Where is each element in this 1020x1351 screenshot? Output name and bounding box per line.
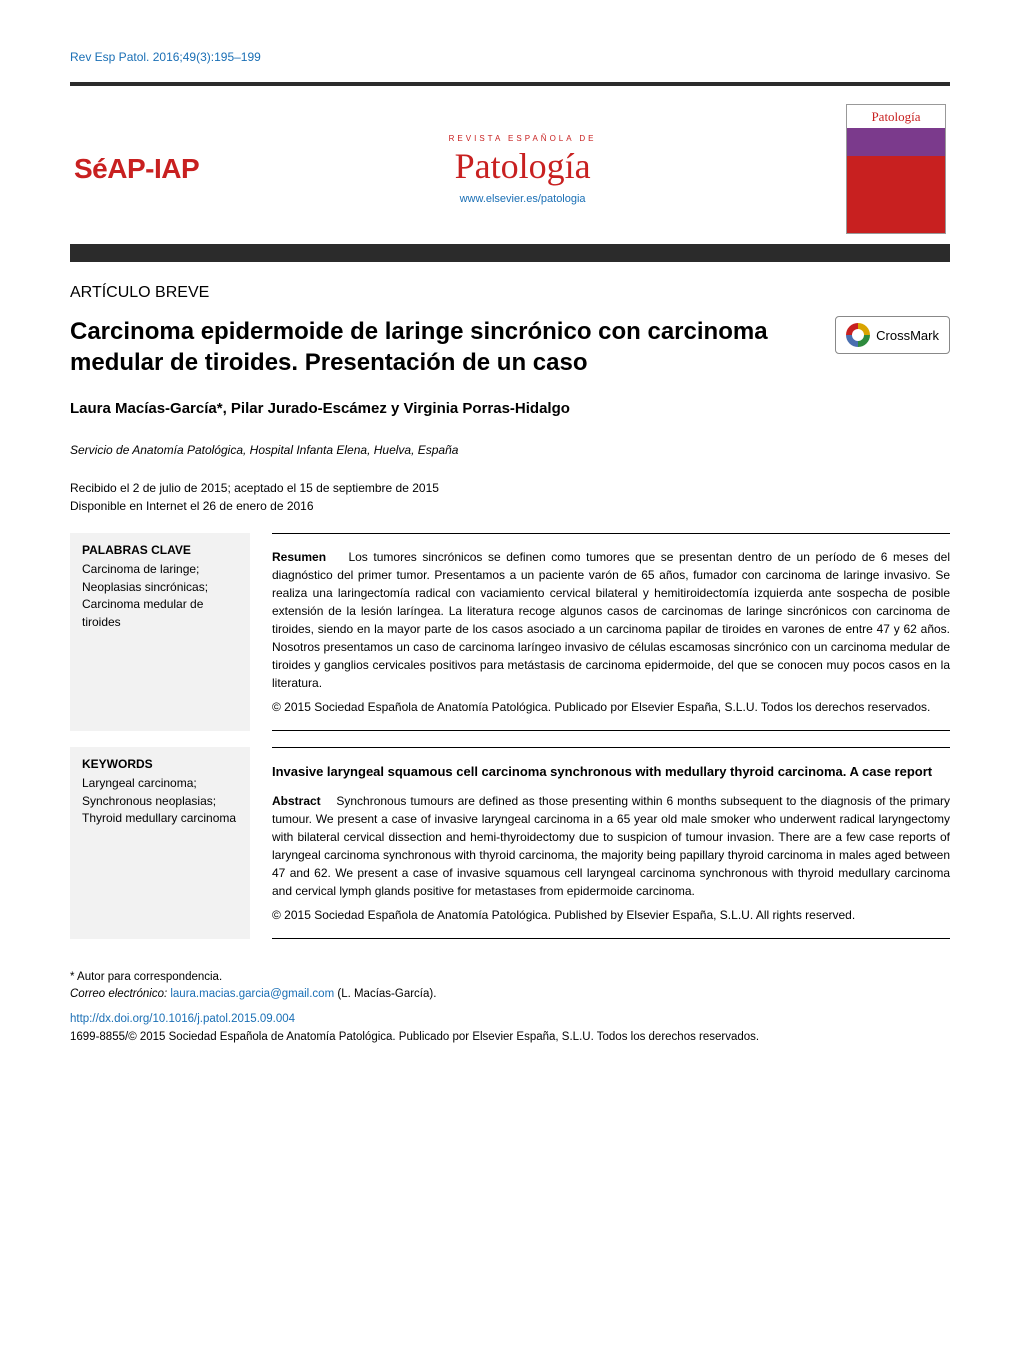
online-date: Disponible en Internet el 26 de enero de… [70, 497, 950, 515]
received-accepted: Recibido el 2 de julio de 2015; aceptado… [70, 479, 950, 497]
palabras-clave-box: PALABRAS CLAVE Carcinoma de laringe; Neo… [70, 533, 250, 731]
citation-journal: Rev Esp Patol. [70, 50, 149, 64]
resumen-text: Los tumores sincrónicos se definen como … [272, 550, 950, 690]
citation-line: Rev Esp Patol. 2016;49(3):195–199 [70, 50, 950, 64]
authors: Laura Macías-García*, Pilar Jurado-Escám… [70, 400, 950, 417]
abstract-label: Abstract [272, 794, 321, 808]
journal-header: SéAP-IAP REVISTA ESPAÑOLA DE Patología w… [70, 82, 950, 262]
footnotes: * Autor para correspondencia. Correo ele… [70, 969, 950, 1046]
affiliation: Servicio de Anatomía Patológica, Hospita… [70, 443, 950, 457]
corresponding-author-note: * Autor para correspondencia. [70, 969, 950, 986]
article-title: Carcinoma epidermoide de laringe sincrón… [70, 316, 815, 378]
abstract-en-block: Invasive laryngeal squamous cell carcino… [272, 747, 950, 939]
society-logo: SéAP-IAP [70, 153, 199, 185]
corresponding-email-line: Correo electrónico: laura.macias.garcia@… [70, 986, 950, 1003]
journal-title: Patología [199, 145, 846, 187]
resumen-block: Resumen Los tumores sincrónicos se defin… [272, 533, 950, 731]
abstract-en-title: Invasive laryngeal squamous cell carcino… [272, 762, 950, 782]
journal-cover-thumbnail [846, 104, 946, 234]
resumen-label: Resumen [272, 550, 326, 564]
article-dates: Recibido el 2 de julio de 2015; aceptado… [70, 479, 950, 515]
keywords-list: Laryngeal carcinoma; Synchronous neoplas… [82, 775, 238, 827]
crossmark-label: CrossMark [876, 328, 939, 343]
crossmark-icon [846, 323, 870, 347]
abstract-en-text: Synchronous tumours are defined as those… [272, 794, 950, 898]
palabras-clave-heading: PALABRAS CLAVE [82, 543, 238, 557]
doi-link[interactable]: http://dx.doi.org/10.1016/j.patol.2015.0… [70, 1011, 950, 1028]
article-type: ARTÍCULO BREVE [70, 284, 950, 302]
abstract-en-copyright: © 2015 Sociedad Española de Anatomía Pat… [272, 906, 950, 924]
email-suffix: (L. Macías-García). [337, 988, 436, 1000]
crossmark-badge[interactable]: CrossMark [835, 316, 950, 354]
journal-center: REVISTA ESPAÑOLA DE Patología www.elsevi… [199, 134, 846, 205]
email-label: Correo electrónico: [70, 988, 167, 1000]
resumen-copyright: © 2015 Sociedad Española de Anatomía Pat… [272, 698, 950, 716]
journal-website[interactable]: www.elsevier.es/patologia [199, 193, 846, 205]
issn-copyright: 1699-8855/© 2015 Sociedad Española de An… [70, 1029, 950, 1046]
keywords-box: KEYWORDS Laryngeal carcinoma; Synchronou… [70, 747, 250, 939]
citation-issue: 2016;49(3):195–199 [153, 50, 261, 64]
corresponding-email[interactable]: laura.macias.garcia@gmail.com [170, 988, 334, 1000]
journal-overline: REVISTA ESPAÑOLA DE [199, 134, 846, 143]
keywords-heading: KEYWORDS [82, 757, 238, 771]
palabras-clave-list: Carcinoma de laringe; Neoplasias sincrón… [82, 561, 238, 631]
